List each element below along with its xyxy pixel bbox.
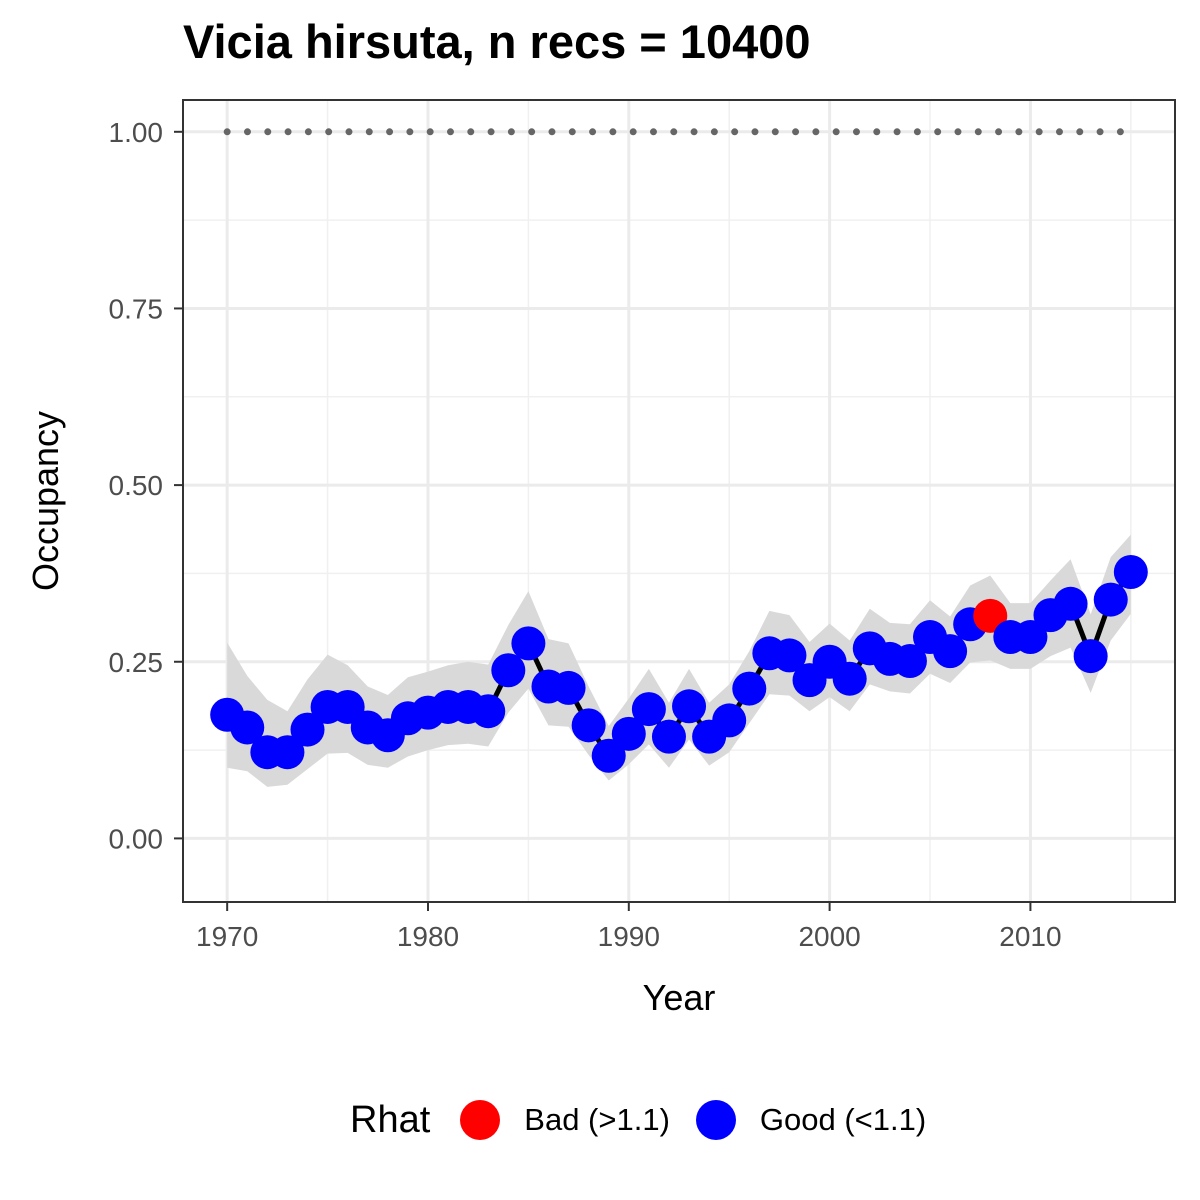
data-point-1998 (772, 638, 807, 673)
legend: Rhat Bad (>1.1) Good (<1.1) (350, 1092, 952, 1148)
x-tick-label: 2010 (999, 921, 1061, 952)
legend-item-good: Good (<1.1) (695, 1100, 927, 1140)
data-point-1985 (511, 626, 546, 661)
legend-item-bad: Bad (>1.1) (460, 1100, 670, 1140)
data-point-1988 (571, 708, 606, 743)
data-point-1974 (290, 712, 325, 747)
legend-title: Rhat (350, 1098, 431, 1141)
data-point-1987 (551, 670, 586, 705)
legend-label-good: Good (<1.1) (759, 1102, 927, 1137)
legend-key-bad (460, 1100, 501, 1140)
legend-label-bad: Bad (>1.1) (524, 1102, 670, 1137)
y-tick-label: 0.00 (109, 823, 164, 854)
data-point-1992 (651, 719, 686, 754)
data-point-1984 (491, 653, 526, 688)
y-axis: 0.00 0.25 0.50 0.75 1.00 (109, 117, 183, 854)
data-point-1991 (631, 692, 666, 727)
data-point-2006 (933, 634, 968, 669)
grid-minor (183, 100, 1175, 902)
x-tick-label: 1990 (598, 921, 660, 952)
data-point-1995 (712, 703, 747, 738)
y-axis-title: Occupancy (25, 411, 66, 591)
y-tick-label: 0.50 (109, 470, 164, 501)
x-axis: 1970 1980 1990 2000 2010 (196, 902, 1062, 952)
data-point-1990 (611, 716, 646, 751)
data-point-2013 (1073, 639, 1108, 674)
y-tick-label: 1.00 (109, 117, 164, 148)
data-point-2004 (892, 644, 927, 679)
chart-title: Vicia hirsuta, n recs = 10400 (183, 15, 811, 68)
points-layer (210, 555, 1148, 773)
panel-border (182, 99, 1176, 903)
confidence-ribbon (227, 534, 1131, 787)
x-tick-label: 2000 (798, 921, 860, 952)
data-point-1971 (230, 710, 265, 745)
ribbon-layer (227, 534, 1131, 787)
legend-key-good (695, 1100, 736, 1140)
data-point-1993 (672, 689, 707, 724)
data-point-1983 (471, 694, 506, 729)
x-axis-title: Year (643, 977, 716, 1018)
data-point-1973 (270, 735, 305, 770)
data-point-2001 (832, 661, 867, 696)
data-point-2010 (1013, 620, 1048, 655)
data-point-1996 (732, 671, 767, 706)
data-point-2008 (973, 598, 1008, 633)
data-point-1989 (591, 738, 626, 773)
data-point-2012 (1053, 586, 1088, 621)
y-tick-label: 0.25 (109, 647, 164, 678)
plot: 1970 1980 1990 2000 2010 0.00 0.25 0.50 0.75 1.0… (25, 99, 1176, 1018)
x-tick-label: 1980 (397, 921, 459, 952)
x-tick-label: 1970 (196, 921, 258, 952)
data-point-2014 (1093, 582, 1128, 617)
y-tick-label: 0.75 (109, 293, 164, 324)
data-point-2015 (1113, 555, 1148, 590)
